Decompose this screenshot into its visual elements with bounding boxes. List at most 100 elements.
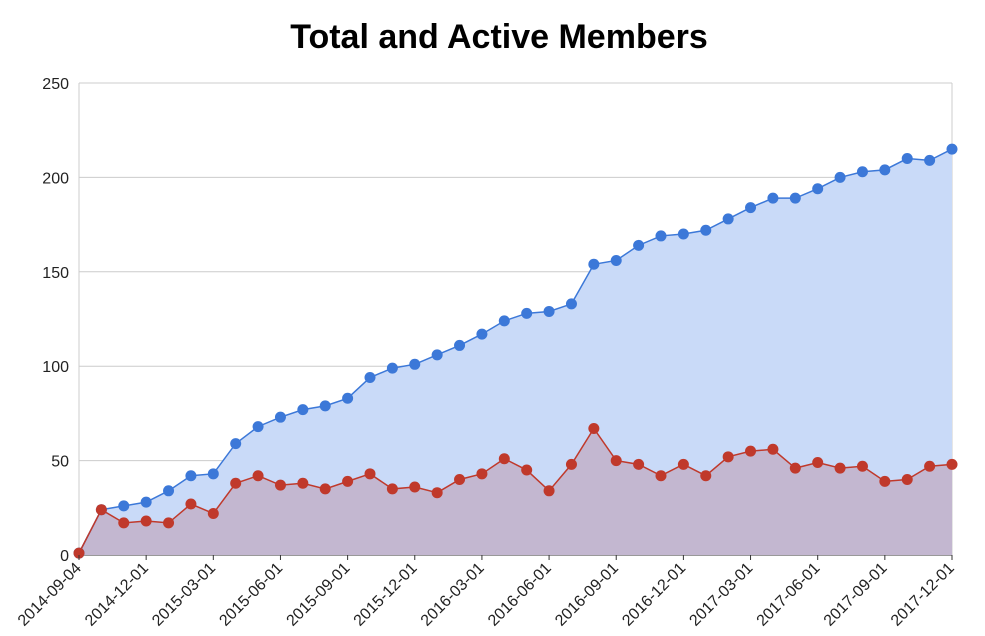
series-1-point — [274, 479, 286, 491]
series-0-point — [745, 202, 757, 214]
x-tick-label: 2015-03-01 — [149, 560, 219, 630]
series-1-point — [297, 477, 309, 489]
series-1-point — [319, 483, 331, 495]
series-1-point — [879, 475, 891, 487]
series-1-point — [252, 470, 264, 482]
series-0-point — [342, 392, 354, 404]
series-1-point — [73, 547, 85, 559]
series-0-point — [789, 192, 801, 204]
series-1-point — [207, 507, 219, 519]
series-areas — [79, 149, 952, 555]
series-0-point — [185, 470, 197, 482]
x-tick-label: 2017-06-01 — [754, 560, 824, 630]
series-1-point — [924, 460, 936, 472]
x-axis-ticks: 2014-09-042014-12-012015-03-012015-06-01… — [15, 555, 958, 630]
series-0-point — [812, 183, 824, 195]
x-tick-label: 2014-09-04 — [15, 560, 85, 630]
x-tick-label: 2017-03-01 — [686, 560, 756, 630]
series-0-point — [454, 339, 466, 351]
series-0-point — [431, 349, 443, 361]
x-tick-label: 2015-09-01 — [284, 560, 354, 630]
series-0-area — [79, 149, 952, 555]
series-1-point — [185, 498, 197, 510]
x-tick-label: 2016-09-01 — [552, 560, 622, 630]
series-lines — [78, 148, 953, 554]
x-tick-label: 2015-12-01 — [351, 560, 421, 630]
series-points — [73, 143, 958, 559]
series-1-point — [789, 462, 801, 474]
series-1-point — [95, 504, 107, 516]
series-1-point — [834, 462, 846, 474]
series-0-point — [543, 305, 555, 317]
y-tick-label: 0 — [60, 548, 69, 565]
series-0-point — [118, 500, 130, 512]
y-tick-label: 150 — [42, 265, 69, 282]
series-1-point — [386, 483, 398, 495]
series-1-area — [79, 428, 952, 555]
series-0-point — [633, 239, 645, 251]
series-1-point — [901, 473, 913, 485]
series-0-point — [319, 400, 331, 412]
series-0-point — [610, 254, 622, 266]
series-1-point — [163, 517, 175, 529]
series-0-point — [879, 164, 891, 176]
series-1-point — [543, 485, 555, 497]
series-1-point — [856, 460, 868, 472]
x-tick-label: 2017-09-01 — [821, 560, 891, 630]
series-1-point — [946, 458, 958, 470]
series-1-point — [677, 458, 689, 470]
series-0-point — [700, 224, 712, 236]
series-0-point — [655, 230, 667, 242]
series-1-point — [409, 481, 421, 493]
series-0-point — [946, 143, 958, 155]
y-axis-ticks: 0 50 100 150 200 250 — [42, 76, 69, 565]
series-1-point — [588, 423, 600, 435]
series-0-point — [834, 171, 846, 183]
series-1-point — [521, 464, 533, 476]
series-0-point — [924, 154, 936, 166]
series-1-point — [610, 455, 622, 467]
series-0-point — [140, 496, 152, 508]
x-tick-label: 2014-12-01 — [82, 560, 152, 630]
series-1-point — [454, 473, 466, 485]
series-0-point — [230, 438, 242, 450]
series-1-point — [118, 517, 130, 529]
series-0-point — [207, 468, 219, 480]
chart-title: Total and Active Members — [290, 18, 708, 56]
series-1-line — [78, 427, 953, 554]
series-0-point — [386, 362, 398, 374]
series-1-point — [140, 515, 152, 527]
series-0-point — [252, 421, 264, 433]
y-tick-label: 50 — [51, 454, 69, 471]
series-1-point — [565, 458, 577, 470]
series-0-point — [297, 404, 309, 416]
x-tick-label: 2016-06-01 — [485, 560, 555, 630]
series-1-point — [498, 453, 510, 465]
x-tick-label: 2017-12-01 — [888, 560, 958, 630]
series-0-point — [565, 298, 577, 310]
series-0-point — [767, 192, 779, 204]
y-tick-label: 250 — [42, 76, 69, 93]
series-1-point — [431, 487, 443, 499]
series-0-point — [163, 485, 175, 497]
series-1-point — [655, 470, 667, 482]
series-0-point — [677, 228, 689, 240]
series-0-point — [274, 411, 286, 423]
series-1-point — [745, 445, 757, 457]
series-1-point — [812, 456, 824, 468]
series-1-point — [476, 468, 488, 480]
x-tick-label: 2015-06-01 — [216, 560, 286, 630]
series-1-point — [700, 470, 712, 482]
series-1-point — [767, 443, 779, 455]
series-0-line — [78, 148, 953, 554]
series-1-point — [364, 468, 376, 480]
series-0-point — [588, 258, 600, 270]
series-1-point — [230, 477, 242, 489]
series-0-point — [409, 358, 421, 370]
series-0-point — [521, 307, 533, 319]
series-0-point — [722, 213, 734, 225]
series-0-point — [476, 328, 488, 340]
series-1-point — [342, 475, 354, 487]
series-0-point — [901, 153, 913, 165]
